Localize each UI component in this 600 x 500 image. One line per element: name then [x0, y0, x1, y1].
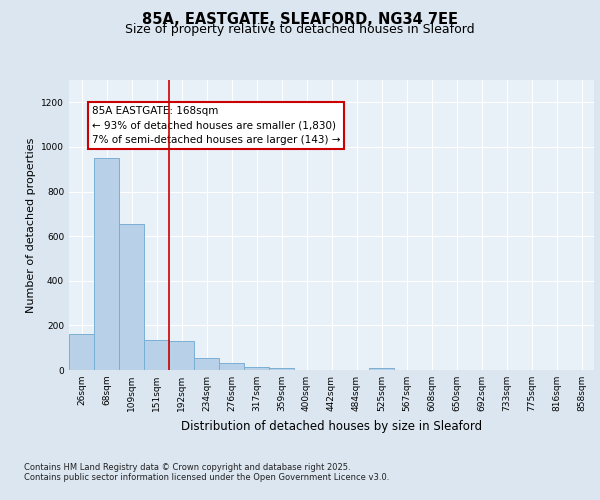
- Bar: [94, 158, 119, 370]
- Bar: [369, 368, 394, 370]
- Bar: [119, 224, 144, 370]
- Bar: [244, 366, 269, 370]
- Text: 85A EASTGATE: 168sqm
← 93% of detached houses are smaller (1,830)
7% of semi-det: 85A EASTGATE: 168sqm ← 93% of detached h…: [92, 106, 341, 146]
- X-axis label: Distribution of detached houses by size in Sleaford: Distribution of detached houses by size …: [181, 420, 482, 432]
- Bar: [69, 334, 94, 370]
- Bar: [169, 341, 194, 370]
- Bar: [219, 364, 244, 370]
- Bar: [269, 368, 294, 370]
- Y-axis label: Number of detached properties: Number of detached properties: [26, 138, 35, 312]
- Text: Contains HM Land Registry data © Crown copyright and database right 2025.
Contai: Contains HM Land Registry data © Crown c…: [24, 463, 389, 482]
- Text: Size of property relative to detached houses in Sleaford: Size of property relative to detached ho…: [125, 22, 475, 36]
- Text: 85A, EASTGATE, SLEAFORD, NG34 7EE: 85A, EASTGATE, SLEAFORD, NG34 7EE: [142, 12, 458, 28]
- Bar: [144, 340, 169, 370]
- Bar: [194, 358, 219, 370]
